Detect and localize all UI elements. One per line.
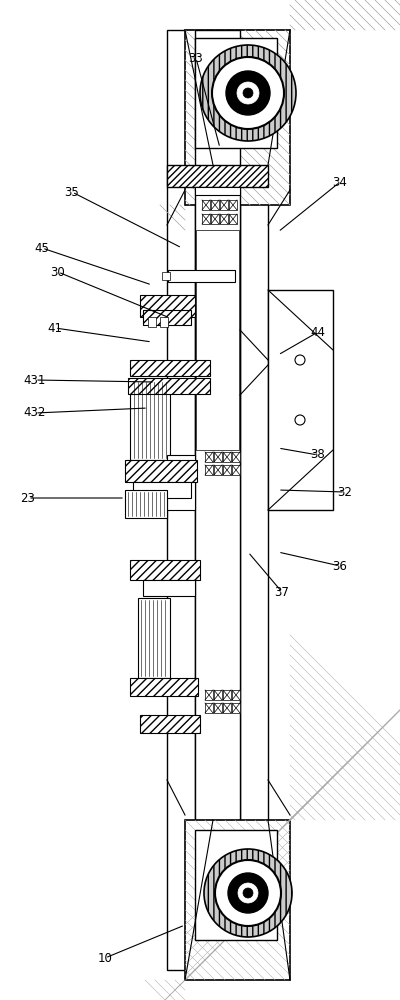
Bar: [205, 452, 213, 462]
Bar: [160, 317, 168, 327]
Bar: [240, 30, 268, 970]
Bar: [232, 452, 240, 462]
Bar: [211, 200, 219, 210]
Bar: [202, 200, 210, 210]
Bar: [232, 703, 240, 713]
Bar: [143, 310, 191, 325]
Bar: [195, 830, 277, 940]
Bar: [195, 187, 240, 195]
Circle shape: [295, 355, 305, 365]
Bar: [214, 465, 222, 475]
Bar: [140, 715, 200, 733]
Bar: [148, 317, 156, 327]
Circle shape: [228, 873, 268, 913]
Circle shape: [212, 57, 284, 129]
Bar: [133, 482, 191, 498]
Text: 23: 23: [20, 491, 36, 504]
Bar: [223, 465, 231, 475]
Text: 38: 38: [311, 448, 325, 462]
Bar: [211, 214, 219, 224]
Bar: [143, 580, 195, 596]
Bar: [223, 703, 231, 713]
Circle shape: [238, 883, 258, 903]
Circle shape: [243, 88, 253, 98]
Circle shape: [237, 82, 259, 104]
Circle shape: [295, 415, 305, 425]
Bar: [229, 214, 237, 224]
Text: 30: 30: [51, 265, 65, 278]
Bar: [195, 38, 277, 148]
Bar: [195, 30, 240, 970]
Circle shape: [215, 860, 281, 926]
Bar: [130, 360, 210, 376]
Bar: [220, 200, 228, 210]
Text: 431: 431: [24, 373, 46, 386]
Bar: [168, 270, 235, 282]
Bar: [185, 30, 290, 205]
Bar: [229, 200, 237, 210]
Text: 45: 45: [34, 241, 50, 254]
Bar: [205, 690, 213, 700]
Text: 35: 35: [65, 186, 79, 198]
Text: 44: 44: [310, 326, 326, 338]
Circle shape: [204, 849, 292, 937]
Bar: [167, 165, 268, 187]
Bar: [130, 560, 200, 580]
Bar: [130, 678, 198, 696]
Bar: [125, 460, 197, 482]
Circle shape: [243, 888, 253, 898]
Text: 41: 41: [48, 322, 62, 334]
Bar: [205, 465, 213, 475]
Bar: [205, 703, 213, 713]
Bar: [162, 272, 170, 280]
Text: 32: 32: [338, 486, 352, 498]
Bar: [223, 452, 231, 462]
Circle shape: [200, 45, 296, 141]
Bar: [196, 230, 239, 450]
Bar: [223, 690, 231, 700]
Bar: [214, 703, 222, 713]
Bar: [232, 465, 240, 475]
Bar: [232, 690, 240, 700]
Bar: [268, 290, 333, 510]
Bar: [214, 690, 222, 700]
Bar: [138, 598, 170, 678]
Text: 10: 10: [98, 952, 112, 964]
Bar: [185, 820, 290, 980]
Bar: [128, 378, 210, 394]
Circle shape: [226, 71, 270, 115]
Bar: [125, 490, 167, 518]
Bar: [167, 455, 195, 510]
Bar: [130, 380, 170, 460]
Text: 33: 33: [189, 51, 203, 64]
Bar: [140, 295, 195, 317]
Bar: [202, 214, 210, 224]
Text: 37: 37: [274, 585, 290, 598]
Text: 36: 36: [332, 560, 348, 572]
Bar: [220, 214, 228, 224]
Bar: [167, 30, 195, 970]
Text: 34: 34: [332, 176, 348, 188]
Text: 432: 432: [24, 406, 46, 420]
Bar: [214, 452, 222, 462]
